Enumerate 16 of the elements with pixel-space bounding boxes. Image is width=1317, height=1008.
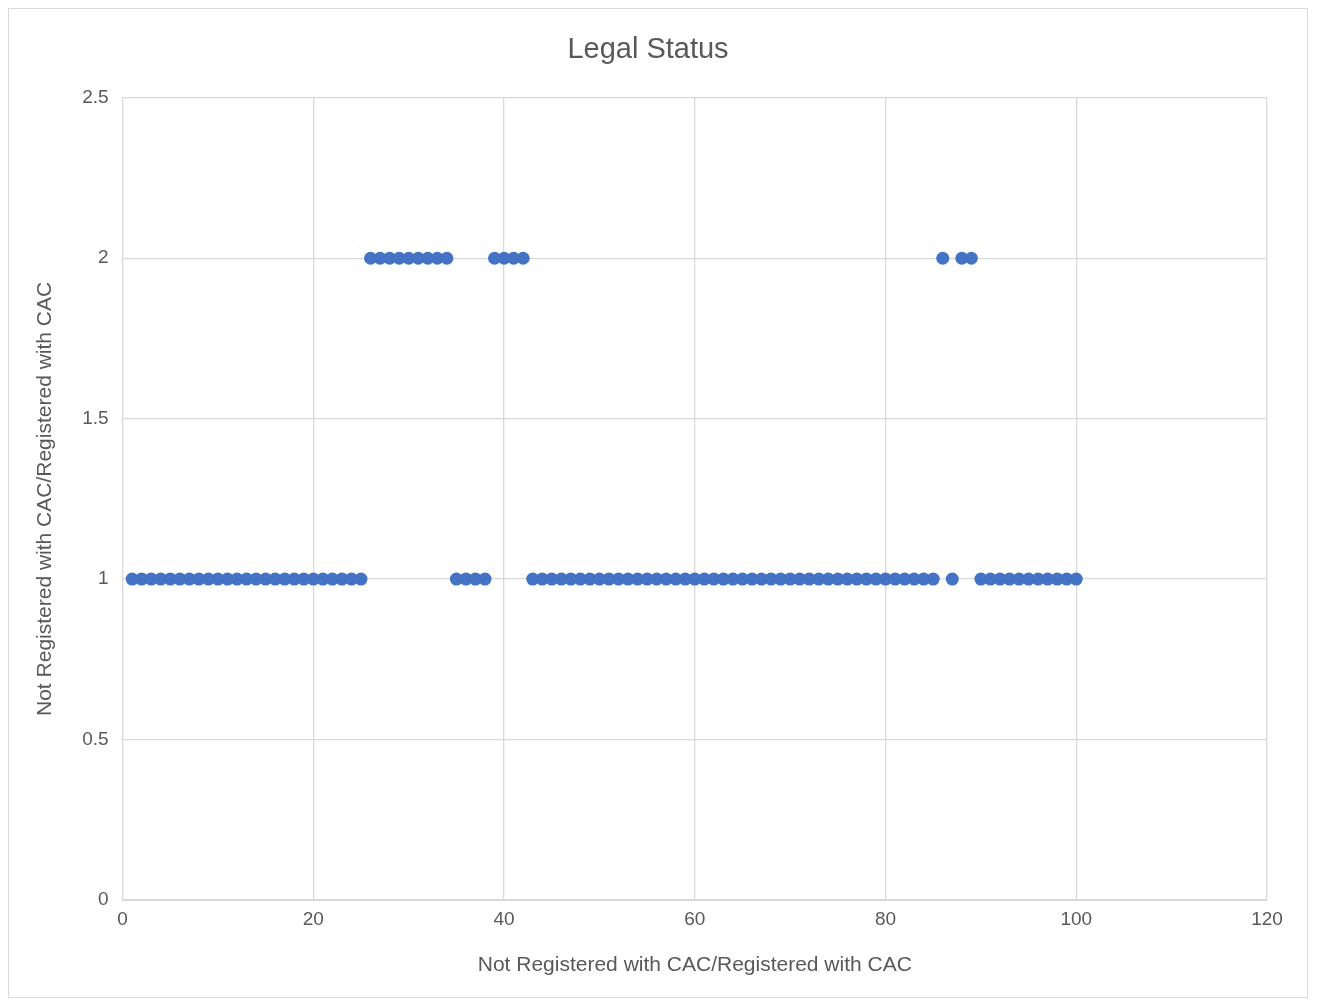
y-tick-label: 0.5 <box>82 727 109 749</box>
y-tick-label: 1 <box>98 567 109 589</box>
x-tick-label: 60 <box>684 907 706 929</box>
y-axis-title: Not Registered with CAC/Registered with CAC <box>32 281 56 716</box>
x-tick-label: 40 <box>493 907 515 929</box>
x-axis-title: Not Registered with CAC/Registered with CAC <box>477 952 912 976</box>
chart-title: Legal Status <box>567 32 729 65</box>
x-tick-label: 80 <box>874 907 897 929</box>
y-tick-label: 2.5 <box>82 86 109 108</box>
x-tick-label: 0 <box>117 907 128 929</box>
y-tick-label: 0 <box>98 888 109 910</box>
x-tick-label: 20 <box>302 907 324 929</box>
y-tick-label: 1.5 <box>82 406 109 428</box>
x-tick-label: 120 <box>1251 907 1283 929</box>
x-tick-label: 100 <box>1060 907 1093 929</box>
y-tick-label: 2 <box>98 246 109 268</box>
